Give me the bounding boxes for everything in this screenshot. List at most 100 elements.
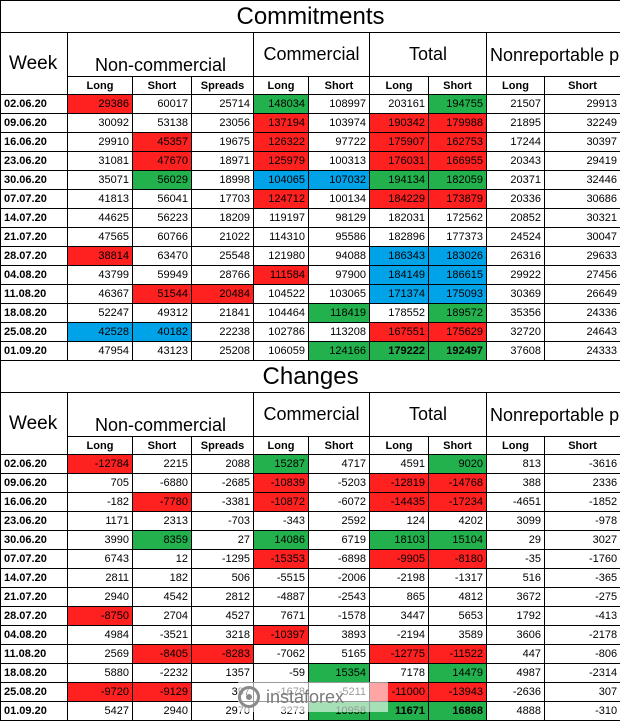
value-cell: 100313	[309, 152, 370, 171]
value-cell: -2232	[133, 664, 192, 683]
column-header: Spreads	[192, 77, 254, 95]
value-cell: -1760	[545, 550, 620, 569]
value-cell: 38814	[68, 247, 133, 266]
value-cell: 18103	[370, 531, 429, 550]
week-cell: 11.08.20	[1, 645, 68, 664]
total-header: Total	[370, 33, 487, 77]
week-cell: 30.06.20	[1, 171, 68, 190]
value-cell: 1171	[68, 512, 133, 531]
value-cell: 98129	[309, 209, 370, 228]
value-cell: 56041	[133, 190, 192, 209]
value-cell: -1852	[545, 493, 620, 512]
value-cell: 106059	[254, 342, 309, 361]
value-cell: 25714	[192, 95, 254, 114]
value-cell: 19675	[192, 133, 254, 152]
value-cell: -2198	[370, 569, 429, 588]
value-cell: 111584	[254, 266, 309, 285]
value-cell: 32249	[545, 114, 620, 133]
value-cell: 2812	[192, 588, 254, 607]
value-cell: 60766	[133, 228, 192, 247]
value-cell: 35071	[68, 171, 133, 190]
week-cell: 04.08.20	[1, 266, 68, 285]
value-cell: 27	[192, 531, 254, 550]
value-cell: -365	[545, 569, 620, 588]
value-cell: 447	[487, 645, 545, 664]
value-cell: 21895	[487, 114, 545, 133]
instaforex-logo-icon	[238, 686, 260, 708]
value-cell: 29633	[545, 247, 620, 266]
value-cell: 6719	[309, 531, 370, 550]
value-cell: 705	[68, 474, 133, 493]
value-cell: 37608	[487, 342, 545, 361]
value-cell: 20336	[487, 190, 545, 209]
value-cell: -5203	[309, 474, 370, 493]
week-cell: 09.06.20	[1, 474, 68, 493]
value-cell: 124	[370, 512, 429, 531]
column-header: Short	[133, 437, 192, 455]
value-cell: 30397	[545, 133, 620, 152]
week-cell: 16.06.20	[1, 133, 68, 152]
value-cell: 4888	[487, 702, 545, 721]
value-cell: 43123	[133, 342, 192, 361]
value-cell: 42528	[68, 323, 133, 342]
value-cell: 30369	[487, 285, 545, 304]
column-header: Long	[487, 77, 545, 95]
commercial-header: Commercial	[254, 33, 370, 77]
value-cell: -343	[254, 512, 309, 531]
value-cell: -15353	[254, 550, 309, 569]
value-cell: 24333	[545, 342, 620, 361]
value-cell: 7178	[370, 664, 429, 683]
value-cell: -1295	[192, 550, 254, 569]
value-cell: 2811	[68, 569, 133, 588]
value-cell: 3606	[487, 626, 545, 645]
value-cell: 14479	[429, 664, 487, 683]
value-cell: 182896	[370, 228, 429, 247]
value-cell: -8750	[68, 607, 133, 626]
value-cell: -9905	[370, 550, 429, 569]
value-cell: -2178	[545, 626, 620, 645]
value-cell: 3099	[487, 512, 545, 531]
value-cell: -3521	[133, 626, 192, 645]
value-cell: 56223	[133, 209, 192, 228]
value-cell: 6743	[68, 550, 133, 569]
non-commercial-header: Non-commercial	[68, 393, 254, 437]
value-cell: 22238	[192, 323, 254, 342]
value-cell: 175629	[429, 323, 487, 342]
value-cell: 108997	[309, 95, 370, 114]
value-cell: 104065	[254, 171, 309, 190]
value-cell: 30686	[545, 190, 620, 209]
value-cell: 190342	[370, 114, 429, 133]
week-cell: 02.06.20	[1, 95, 68, 114]
value-cell: 21841	[192, 304, 254, 323]
value-cell: 104522	[254, 285, 309, 304]
value-cell: 20484	[192, 285, 254, 304]
value-cell: 9020	[429, 455, 487, 474]
value-cell: -2636	[487, 683, 545, 702]
value-cell: 3589	[429, 626, 487, 645]
value-cell: 56029	[133, 171, 192, 190]
value-cell: 2336	[545, 474, 620, 493]
week-cell: 01.09.20	[1, 702, 68, 721]
value-cell: 119197	[254, 209, 309, 228]
value-cell: 30321	[545, 209, 620, 228]
value-cell: -8405	[133, 645, 192, 664]
value-cell: 15354	[309, 664, 370, 683]
section-title: Commitments	[1, 1, 620, 33]
value-cell: 186615	[429, 266, 487, 285]
value-cell: -3381	[192, 493, 254, 512]
value-cell: 166955	[429, 152, 487, 171]
value-cell: 4542	[133, 588, 192, 607]
column-header: Long	[254, 77, 309, 95]
column-header: Long	[68, 437, 133, 455]
value-cell: 32720	[487, 323, 545, 342]
value-cell: 4527	[192, 607, 254, 626]
